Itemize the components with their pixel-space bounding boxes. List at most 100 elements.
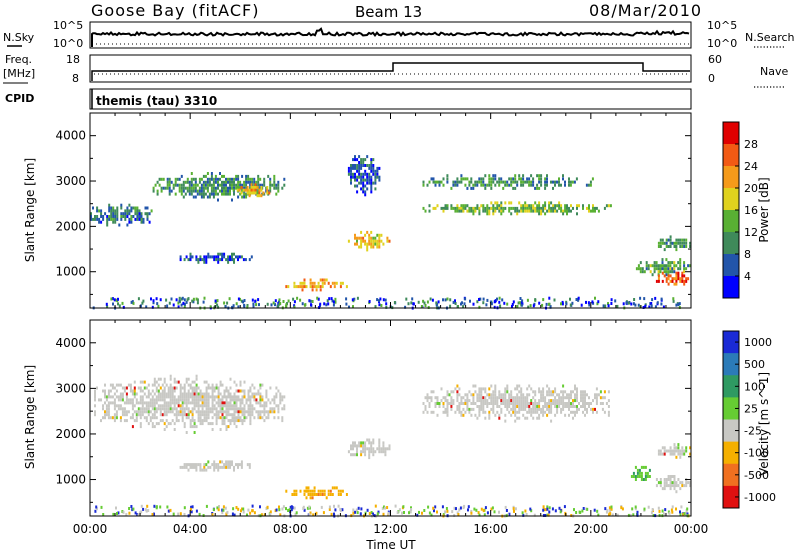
echo-cell bbox=[221, 410, 224, 414]
echo-cell bbox=[586, 407, 588, 411]
echo-cell bbox=[98, 220, 101, 224]
echo-cell bbox=[185, 395, 188, 399]
echo-cell bbox=[530, 174, 533, 178]
echo-cell bbox=[582, 396, 584, 400]
echo-cell bbox=[215, 395, 218, 399]
echo-cell bbox=[348, 305, 350, 309]
echo-cell bbox=[442, 396, 445, 400]
echo-cell bbox=[190, 177, 193, 181]
echo-cell bbox=[319, 493, 322, 496]
echo-cell bbox=[183, 413, 186, 417]
echo-cell bbox=[584, 393, 586, 397]
echo-cell bbox=[179, 255, 182, 259]
echo-cell bbox=[681, 279, 684, 283]
echo-cell bbox=[237, 255, 239, 259]
echo-cell bbox=[303, 278, 306, 282]
echo-cell bbox=[195, 468, 198, 472]
echo-cell bbox=[554, 396, 557, 400]
echo-cell bbox=[279, 302, 282, 305]
echo-cell bbox=[213, 463, 216, 467]
echo-cell bbox=[329, 285, 332, 289]
echo-cell bbox=[249, 416, 252, 420]
echo-cell bbox=[237, 416, 240, 420]
echo-cell bbox=[248, 465, 251, 469]
echo-cell bbox=[255, 392, 258, 396]
echo-cell bbox=[576, 399, 578, 403]
echo-cell bbox=[434, 180, 437, 184]
echo-cell bbox=[330, 297, 333, 301]
echo-cell bbox=[404, 305, 407, 309]
echo-cell bbox=[131, 300, 134, 304]
echo-cell bbox=[593, 508, 596, 512]
echo-cell bbox=[233, 192, 235, 196]
echo-cell bbox=[171, 395, 174, 399]
echo-cell bbox=[548, 387, 551, 391]
echo-cell bbox=[496, 201, 499, 205]
echo-cell bbox=[165, 395, 168, 399]
echo-cell bbox=[663, 484, 666, 488]
echo-cell bbox=[154, 183, 157, 187]
echo-cell bbox=[512, 300, 515, 304]
echo-cell bbox=[548, 296, 551, 300]
echo-cell bbox=[636, 468, 639, 472]
echo-cell bbox=[490, 186, 493, 190]
echo-cell bbox=[432, 206, 435, 210]
echo-cell bbox=[554, 413, 557, 417]
echo-cell bbox=[114, 215, 117, 218]
echo-cell bbox=[237, 180, 240, 184]
echo-cell bbox=[665, 481, 668, 485]
echo-cell bbox=[558, 204, 561, 208]
echo-cell bbox=[458, 209, 461, 213]
echo-cell bbox=[532, 183, 535, 187]
echo-cell bbox=[488, 416, 491, 420]
echo-cell bbox=[239, 192, 242, 196]
echo-cell bbox=[510, 399, 513, 403]
echo-cell bbox=[190, 510, 193, 514]
echo-cell bbox=[231, 419, 234, 423]
echo-cell bbox=[219, 428, 222, 431]
echo-cell bbox=[687, 481, 690, 485]
echo-cell bbox=[208, 183, 211, 187]
echo-cell bbox=[164, 186, 167, 190]
echo-cell bbox=[649, 270, 652, 274]
echo-cell bbox=[382, 450, 385, 454]
echo-cell bbox=[125, 413, 128, 417]
echo-cell bbox=[171, 386, 174, 390]
echo-cell bbox=[360, 245, 363, 249]
echo-cell bbox=[518, 301, 521, 305]
echo-cell bbox=[586, 402, 588, 405]
echo-cell bbox=[576, 396, 578, 400]
echo-cell bbox=[562, 177, 564, 181]
echo-cell bbox=[246, 463, 249, 467]
echo-cell bbox=[319, 489, 322, 493]
echo-cell bbox=[482, 301, 485, 305]
echo-cell bbox=[233, 410, 236, 414]
echo-cell bbox=[378, 239, 381, 243]
echo-cell bbox=[307, 489, 310, 493]
echo-cell bbox=[362, 172, 365, 176]
echo-cell bbox=[195, 398, 198, 402]
echo-cell bbox=[468, 180, 471, 184]
echo-cell bbox=[106, 217, 109, 221]
echo-cell bbox=[532, 410, 535, 414]
echo-cell bbox=[125, 419, 128, 423]
echo-cell bbox=[665, 270, 668, 274]
echo-cell bbox=[233, 183, 235, 187]
echo-cell bbox=[263, 183, 266, 187]
echo-cell bbox=[558, 206, 561, 210]
echo-cell bbox=[197, 386, 200, 390]
echo-cell bbox=[253, 407, 256, 411]
echo-cell bbox=[197, 395, 200, 399]
echo-cell bbox=[498, 180, 501, 184]
echo-cell bbox=[478, 513, 481, 517]
echo-cell bbox=[259, 177, 262, 181]
echo-cell bbox=[576, 405, 578, 408]
echo-cell bbox=[448, 393, 451, 397]
echo-cell bbox=[352, 158, 354, 162]
echo-cell bbox=[109, 389, 112, 393]
echo-cell bbox=[273, 398, 276, 402]
echo-cell bbox=[444, 298, 447, 302]
echo-cell bbox=[207, 395, 210, 399]
echo-cell bbox=[589, 183, 592, 187]
echo-cell bbox=[209, 422, 212, 426]
